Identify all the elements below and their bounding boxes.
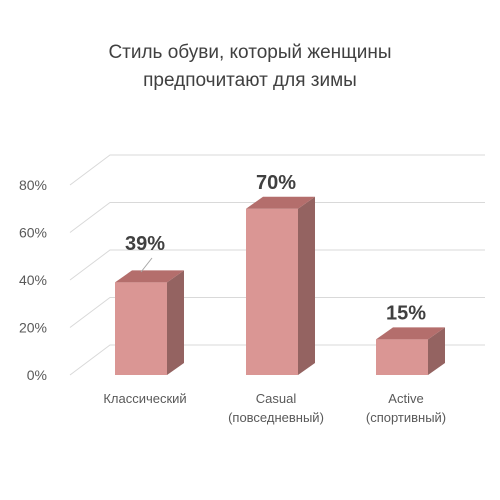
chart-title-line-1: Стиль обуви, который женщины [108, 42, 392, 63]
bar-2 [376, 339, 428, 375]
category-label-0-0: Классический [103, 391, 186, 406]
category-label-1-1: (повседневный) [228, 410, 324, 425]
y-tick-label-2: 40% [19, 272, 47, 288]
y-tick-label-3: 60% [19, 225, 47, 241]
category-label-2-1: (спортивный) [366, 410, 446, 425]
category-label-1-0: Casual [256, 391, 297, 406]
bar-top-2 [376, 327, 445, 340]
bar-0 [115, 282, 167, 375]
y-tick-label-4: 80% [19, 177, 47, 193]
bar-1 [246, 208, 298, 375]
chart-title-line-2: предпочитают для зимы [143, 70, 357, 91]
data-label-2: 15% [386, 302, 426, 324]
data-label-0: 39% [125, 233, 165, 255]
data-label-1: 70% [256, 172, 296, 194]
gridline-2 [69, 249, 485, 281]
gridline-1 [69, 297, 485, 328]
y-tick-label-1: 20% [19, 320, 47, 336]
gridline-0 [69, 344, 485, 376]
bar-side-0 [167, 270, 184, 375]
data-label-leader-line-0 [140, 257, 153, 273]
bar-top-1 [246, 196, 315, 209]
bar-top-0 [115, 270, 184, 283]
category-label-2-0: Active [388, 391, 423, 406]
bar-side-2 [428, 327, 445, 375]
gridline-3 [69, 202, 485, 233]
bar-side-1 [298, 196, 315, 375]
gridline-4 [69, 154, 485, 186]
y-tick-label-0: 0% [27, 367, 47, 383]
